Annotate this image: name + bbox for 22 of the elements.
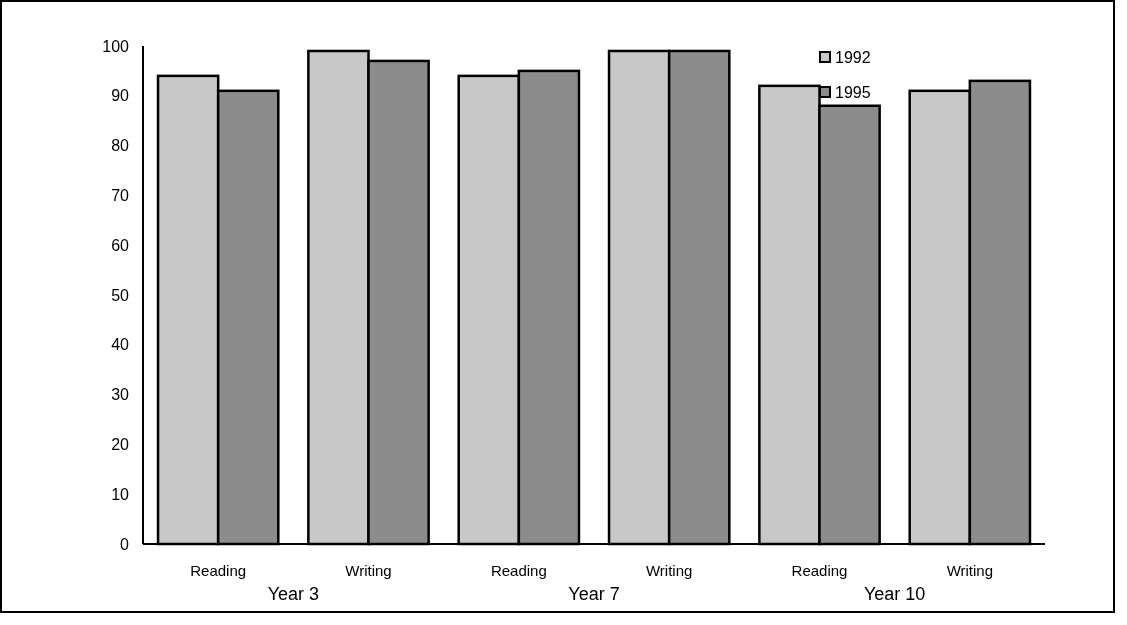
y-tick-label: 80 [111,137,130,155]
y-tick-label: 60 [111,236,130,254]
y-tick-label: 0 [120,535,130,553]
x-tick-label: Writing [946,562,994,579]
text: Year 10 [863,584,926,604]
y-tick-label: 20 [111,436,130,453]
text: Year 3 [267,584,320,604]
y-tick-label: 50 [111,286,130,304]
text: Year 7 [568,584,620,604]
y-tick-label: 40 [111,336,130,354]
y-tick-label: 100 [102,37,130,55]
y-tick-label: 90 [111,87,130,105]
x-tick-label: Writing [645,562,693,579]
x-tick-label: Writing [345,562,392,579]
x-tick-label: Reading [791,562,848,579]
x-tick-label: Reading [190,562,247,579]
y-tick-label: 70 [111,187,130,204]
legend-label: 1995 [835,83,871,101]
x-tick-label: Reading [490,562,547,579]
y-tick-label: 30 [111,386,130,404]
y-tick-label: 10 [111,485,130,503]
legend-label: 1992 [835,48,871,66]
